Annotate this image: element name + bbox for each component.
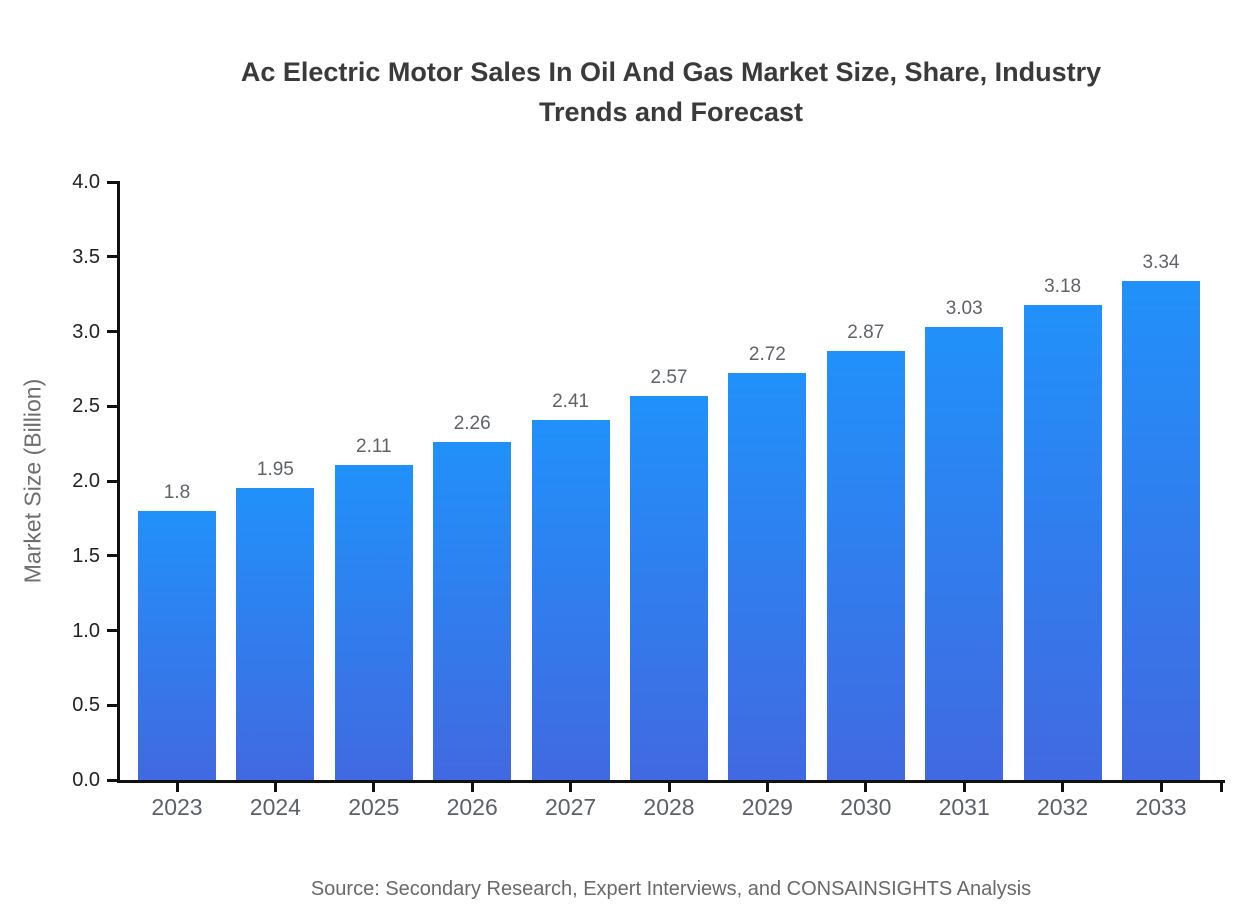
bar-2025 [334,464,413,780]
x-axis-tick [372,780,376,792]
bar-2032 [1023,304,1102,780]
x-axis-tick-label: 2023 [151,794,203,820]
x-axis-tick [1061,780,1065,792]
x-axis-tick [569,780,573,792]
bar-2027 [531,419,610,780]
x-axis-tick [1159,780,1163,792]
bar-value-label: 1.95 [256,459,294,481]
y-axis-tick [107,255,120,259]
bar-value-label: 2.41 [552,390,590,412]
y-axis-tick [107,554,120,558]
y-axis-tick [107,404,120,408]
y-axis-tick-label: 3.0 [72,320,100,343]
y-axis-line [117,182,120,783]
bar-value-label: 2.11 [356,435,392,457]
bar-2023 [138,510,216,780]
bar-value-label: 3.18 [1044,275,1082,297]
y-axis-tick-label: 3.5 [72,245,100,268]
bar-2029 [728,373,807,780]
x-axis-tick-label: 2028 [643,794,695,820]
x-axis-tick [175,780,179,792]
y-axis-tick [107,703,120,707]
x-axis-tick-label: 2031 [938,794,990,820]
bar-2033 [1122,280,1200,780]
bar-value-label: 3.34 [1142,251,1180,273]
y-axis-tick-label: 1.0 [72,619,100,642]
y-axis-tick-label: 0.5 [72,694,100,717]
bar-value-label: 2.72 [748,344,786,366]
x-axis-tick-label: 2032 [1037,794,1089,820]
bar-value-label: 2.57 [650,366,688,388]
x-axis-tick-label: 2025 [348,794,400,820]
x-axis-tick-label: 2024 [249,794,301,820]
bar-2028 [630,395,708,780]
y-axis-tick [107,479,120,483]
y-axis-title: Market Size (Billion) [19,378,46,584]
y-axis-tick [107,180,120,184]
x-axis-line [117,780,1225,783]
x-axis-tick [864,780,868,792]
y-axis-tick-label: 2.5 [72,395,100,418]
y-axis-tick [107,330,120,333]
bar-value-label: 3.03 [945,298,983,320]
x-axis-tick-label: 2026 [446,794,498,820]
y-axis-tick-label: 4.0 [72,171,100,193]
y-axis-tick-label: 1.5 [72,544,100,567]
x-axis-tick [470,780,474,792]
y-axis-tick-label: 0.0 [72,769,100,791]
y-axis-tick-label: 2.0 [72,470,100,492]
plot-area: 0.0 0.5 1.0 1.5 2.0 2.5 3.0 3.5 4.0 1.8 2023 1.95 20… [72,172,1225,820]
x-axis-tick-label: 2033 [1135,794,1187,820]
bar-2024 [236,488,315,780]
x-axis-tick [962,780,966,792]
bar-2030 [826,350,905,780]
bar-value-label: 2.26 [453,413,491,435]
chart-title: Ac Electric Motor Sales In Oil And Gas M… [240,57,1102,127]
x-axis-tick-label: 2030 [840,794,892,820]
x-axis-tick [667,780,671,792]
y-axis-tick [107,629,120,632]
bar-value-label: 2.87 [847,321,885,343]
x-axis-tick [273,780,277,792]
bar-2026 [433,442,512,780]
x-axis-tick [765,780,769,792]
bar-value-label: 1.8 [163,481,191,503]
y-axis-tick [107,778,120,782]
bar-2031 [925,327,1004,780]
x-axis-tick-label: 2029 [741,794,793,820]
source-attribution: Source: Secondary Research, Expert Inter… [310,878,1032,900]
x-axis-tick-label: 2027 [545,794,597,820]
x-axis-end-tick [1220,780,1223,792]
